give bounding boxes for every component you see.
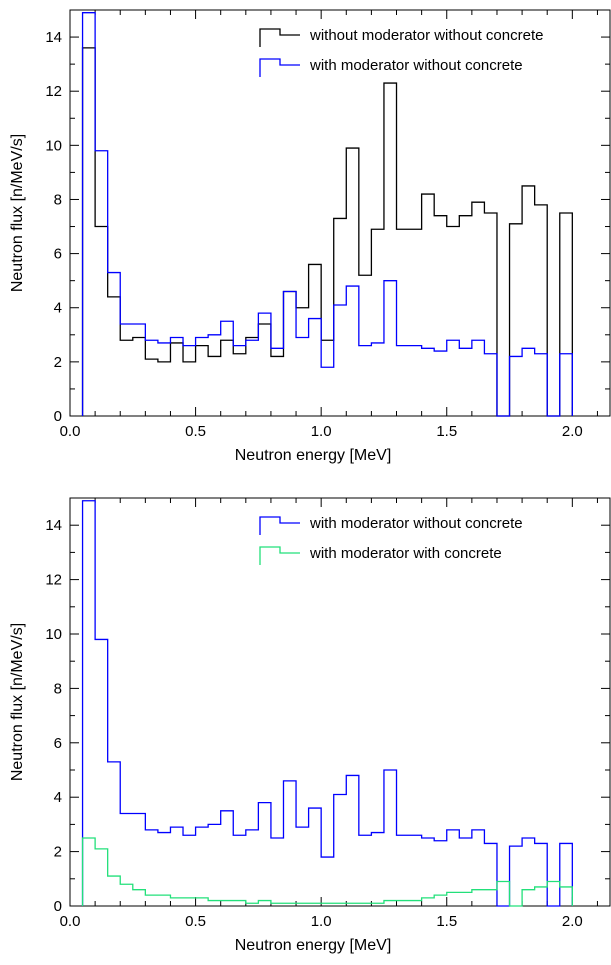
y-tick-label: 4 bbox=[54, 789, 62, 806]
y-tick-label: 8 bbox=[54, 680, 62, 697]
x-axis-label: Neutron energy [MeV] bbox=[235, 447, 392, 464]
legend-label-2: with moderator with concrete bbox=[309, 545, 502, 562]
series-line-2 bbox=[81, 12, 573, 417]
y-tick-label: 12 bbox=[45, 83, 62, 100]
legend-label-1: with moderator without concrete bbox=[309, 515, 523, 532]
y-tick-label: 6 bbox=[54, 246, 62, 263]
legend-swatch-2 bbox=[259, 546, 300, 565]
x-tick-label: 0.5 bbox=[185, 913, 206, 930]
x-tick-label: 1.0 bbox=[311, 423, 332, 440]
plot-frame bbox=[69, 9, 611, 417]
chart-top: 0.0 0.5 1.0 1.5 2.0 0 2 4 6 8 10 12 14 Neutron energy… bbox=[9, 9, 611, 464]
y-axis-label: Neutron flux [n/MeV/s] bbox=[9, 134, 26, 292]
legend-label-2: with moderator without concrete bbox=[309, 57, 523, 74]
series-line-1 bbox=[81, 500, 573, 907]
x-tick-label: 2.0 bbox=[562, 913, 583, 930]
y-tick-label: 8 bbox=[54, 191, 62, 208]
x-axis-label: Neutron energy [MeV] bbox=[235, 937, 392, 954]
y-tick-label: 0 bbox=[54, 408, 62, 425]
x-tick-label: 0.0 bbox=[60, 423, 81, 440]
plot-frame bbox=[69, 497, 611, 907]
x-tick-label: 1.5 bbox=[436, 423, 457, 440]
x-tick-label: 1.0 bbox=[311, 913, 332, 930]
y-tick-label: 0 bbox=[54, 898, 62, 915]
x-tick-label: 0.0 bbox=[60, 913, 81, 930]
x-tick-label: 2.0 bbox=[562, 423, 583, 440]
legend-swatch-1 bbox=[259, 516, 300, 535]
legend-swatch-1 bbox=[259, 28, 300, 47]
y-tick-label: 2 bbox=[54, 844, 62, 861]
y-axis-label: Neutron flux [n/MeV/s] bbox=[9, 623, 26, 781]
chart-bottom: 0.0 0.5 1.0 1.5 2.0 0 2 4 6 8 10 12 14 Neutron energy… bbox=[9, 497, 611, 954]
legend-label-1: without moderator without concrete bbox=[309, 27, 543, 44]
y-tick-label: 10 bbox=[45, 137, 62, 154]
series-line-2 bbox=[81, 837, 573, 907]
y-tick-label: 14 bbox=[45, 29, 62, 46]
y-tick-label: 14 bbox=[45, 517, 62, 534]
series-line-1 bbox=[81, 47, 573, 417]
y-tick-label: 4 bbox=[54, 300, 62, 317]
y-tick-label: 2 bbox=[54, 354, 62, 371]
legend-swatch-2 bbox=[259, 58, 300, 77]
y-tick-label: 10 bbox=[45, 626, 62, 643]
y-tick-label: 6 bbox=[54, 735, 62, 752]
x-tick-label: 0.5 bbox=[185, 423, 206, 440]
x-tick-label: 1.5 bbox=[436, 913, 457, 930]
y-tick-label: 12 bbox=[45, 572, 62, 589]
